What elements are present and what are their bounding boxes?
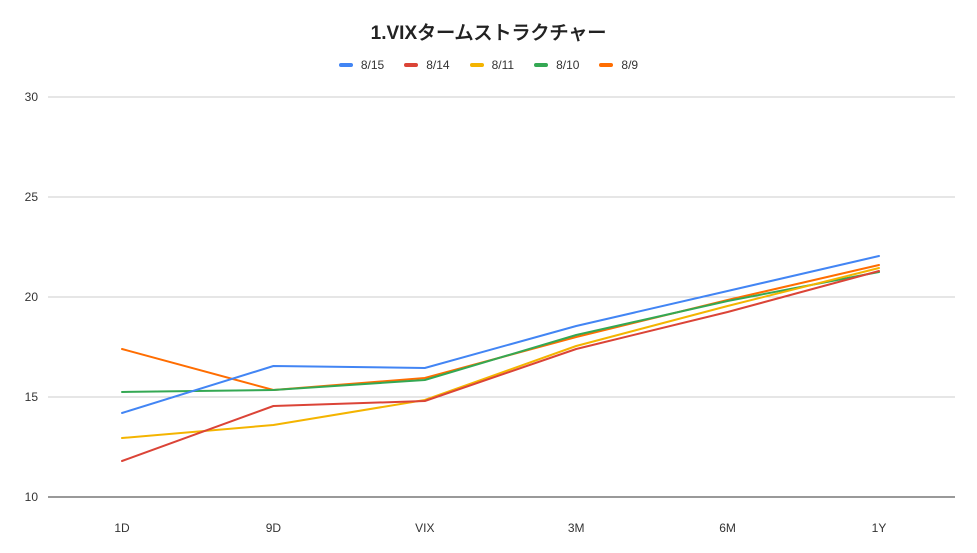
y-tick-label: 20 [25,290,39,304]
y-tick-label: 30 [25,90,39,104]
chart-title: 1.VIXタームストラクチャー [370,23,607,44]
legend-label: 8/10 [556,58,580,72]
chart-legend: 8/15 8/14 8/11 8/10 8/9 [0,58,977,72]
x-tick-label: VIX [415,521,434,535]
x-tick-label: 9D [266,521,282,535]
series-line-8-9 [121,264,880,391]
series-line-8-10 [121,271,880,393]
legend-swatch [338,63,353,67]
y-tick-label: 25 [25,190,39,204]
legend-label: 8/9 [621,58,639,72]
legend-item: 8/9 [599,58,638,72]
x-tick-label: 1D [114,521,130,535]
legend-label: 8/11 [491,58,515,72]
x-tick-label: 1Y [872,521,887,535]
x-tick-label: 6M [719,521,736,535]
legend-label: 8/14 [426,58,450,72]
legend-swatch [534,63,549,67]
legend-swatch [599,63,614,67]
legend-label: 8/15 [360,58,385,72]
legend-item: 8/10 [534,58,579,72]
legend-item: 8/14 [404,58,450,72]
legend-swatch [404,63,419,67]
series-line-8-11 [121,267,880,439]
legend-swatch [469,63,484,67]
legend-item: 8/15 [338,58,385,72]
y-tick-label: 10 [25,490,39,504]
x-tick-label: 3M [568,521,585,535]
y-tick-label: 15 [25,390,39,404]
series-line-8-14 [121,270,880,462]
legend-item: 8/11 [469,58,515,72]
series-line-8-15 [121,255,880,414]
